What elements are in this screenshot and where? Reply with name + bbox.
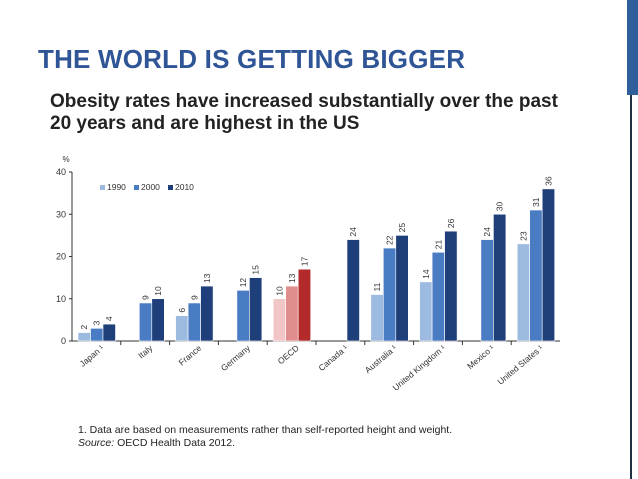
footnote: 1. Data are based on measurements rather… xyxy=(78,424,452,450)
data-label: 11 xyxy=(372,282,382,291)
x-category-label: Mexico ¹ xyxy=(465,343,496,371)
data-label: 17 xyxy=(299,256,309,266)
data-label: 12 xyxy=(238,278,248,288)
y-tick-label: 10 xyxy=(56,294,66,304)
data-label: 13 xyxy=(287,273,297,283)
data-label: 10 xyxy=(153,286,163,296)
bar-1990 xyxy=(516,243,531,342)
data-label: 24 xyxy=(482,227,492,237)
bar-2010 xyxy=(493,213,507,342)
data-label: 26 xyxy=(446,218,456,228)
slide-title: THE WORLD IS GETTING BIGGER xyxy=(38,44,466,74)
x-category-label: Australia ¹ xyxy=(363,343,399,375)
legend-label-2010: 2010 xyxy=(175,182,194,192)
x-category-label: OECD xyxy=(276,343,301,366)
y-tick-label: 30 xyxy=(56,209,66,219)
legend-swatch-2000 xyxy=(134,185,139,190)
x-category-label: France xyxy=(177,343,204,368)
y-tick-label: 40 xyxy=(56,167,66,177)
y-tick-label: 0 xyxy=(61,336,66,346)
data-label: 30 xyxy=(495,202,505,212)
x-category-label: United States ¹ xyxy=(495,343,545,387)
x-category-label: Germany xyxy=(219,342,253,373)
legend-swatch-2010 xyxy=(168,185,173,190)
data-label: 2 xyxy=(79,325,89,330)
bar-1990 xyxy=(272,298,286,342)
bar-2000 xyxy=(90,328,104,342)
bar-1990 xyxy=(419,281,433,342)
bar-2010 xyxy=(444,230,458,342)
footnote-source: Source: OECD Health Data 2012. xyxy=(78,437,452,450)
legend-swatch-1990 xyxy=(100,185,105,190)
bar-2010 xyxy=(102,323,116,342)
y-tick-label: 20 xyxy=(56,252,66,262)
bar-2000 xyxy=(382,247,397,342)
data-label: 22 xyxy=(385,235,395,245)
data-label: 13 xyxy=(202,273,212,283)
data-label: 10 xyxy=(274,286,284,296)
data-label: 24 xyxy=(348,227,358,237)
data-label: 4 xyxy=(104,316,114,321)
bar-1990 xyxy=(175,315,189,342)
data-label: 15 xyxy=(251,265,261,275)
bar-2010 xyxy=(297,268,312,342)
data-label: 23 xyxy=(518,231,528,241)
x-category-label: Japan ¹ xyxy=(78,343,106,369)
data-label: 14 xyxy=(421,269,431,279)
bar-2000 xyxy=(529,209,543,342)
data-label: 25 xyxy=(397,223,407,233)
bar-2010 xyxy=(200,285,214,342)
bar-1990 xyxy=(77,332,91,342)
bar-2000 xyxy=(187,302,201,342)
data-label: 9 xyxy=(189,295,199,300)
bar-2000 xyxy=(431,251,445,342)
x-category-label: Canada ¹ xyxy=(316,343,349,373)
data-label: 9 xyxy=(141,295,151,300)
data-label: 6 xyxy=(177,308,187,313)
chart-title: Obesity rates have increased substantial… xyxy=(50,91,558,134)
bar-2010 xyxy=(151,298,165,342)
bar-1990 xyxy=(370,294,384,342)
legend-label-1990: 1990 xyxy=(107,182,126,192)
bar-2000 xyxy=(285,285,299,342)
bar-2010 xyxy=(395,235,409,342)
y-axis-unit-label: % xyxy=(62,155,69,164)
x-category-label: United Kingdom ¹ xyxy=(391,343,448,393)
source-text: OECD Health Data 2012. xyxy=(114,437,235,449)
footnote-note: 1. Data are based on measurements rather… xyxy=(78,424,453,436)
bar-2000 xyxy=(139,302,153,342)
legend-label-2000: 2000 xyxy=(141,182,160,192)
data-label: 21 xyxy=(433,240,443,250)
bar-2010 xyxy=(541,188,556,342)
accent-bar xyxy=(627,0,638,95)
bar-2000 xyxy=(480,239,494,342)
x-category-label: Italy xyxy=(136,342,155,360)
data-label: 36 xyxy=(543,176,553,186)
bar-2000 xyxy=(236,290,250,342)
data-label: 3 xyxy=(92,320,102,325)
bar-2010 xyxy=(346,239,360,342)
source-label: Source: xyxy=(78,437,115,449)
accent-line xyxy=(630,95,632,479)
data-label: 31 xyxy=(531,197,541,207)
bar-2010 xyxy=(249,277,263,342)
